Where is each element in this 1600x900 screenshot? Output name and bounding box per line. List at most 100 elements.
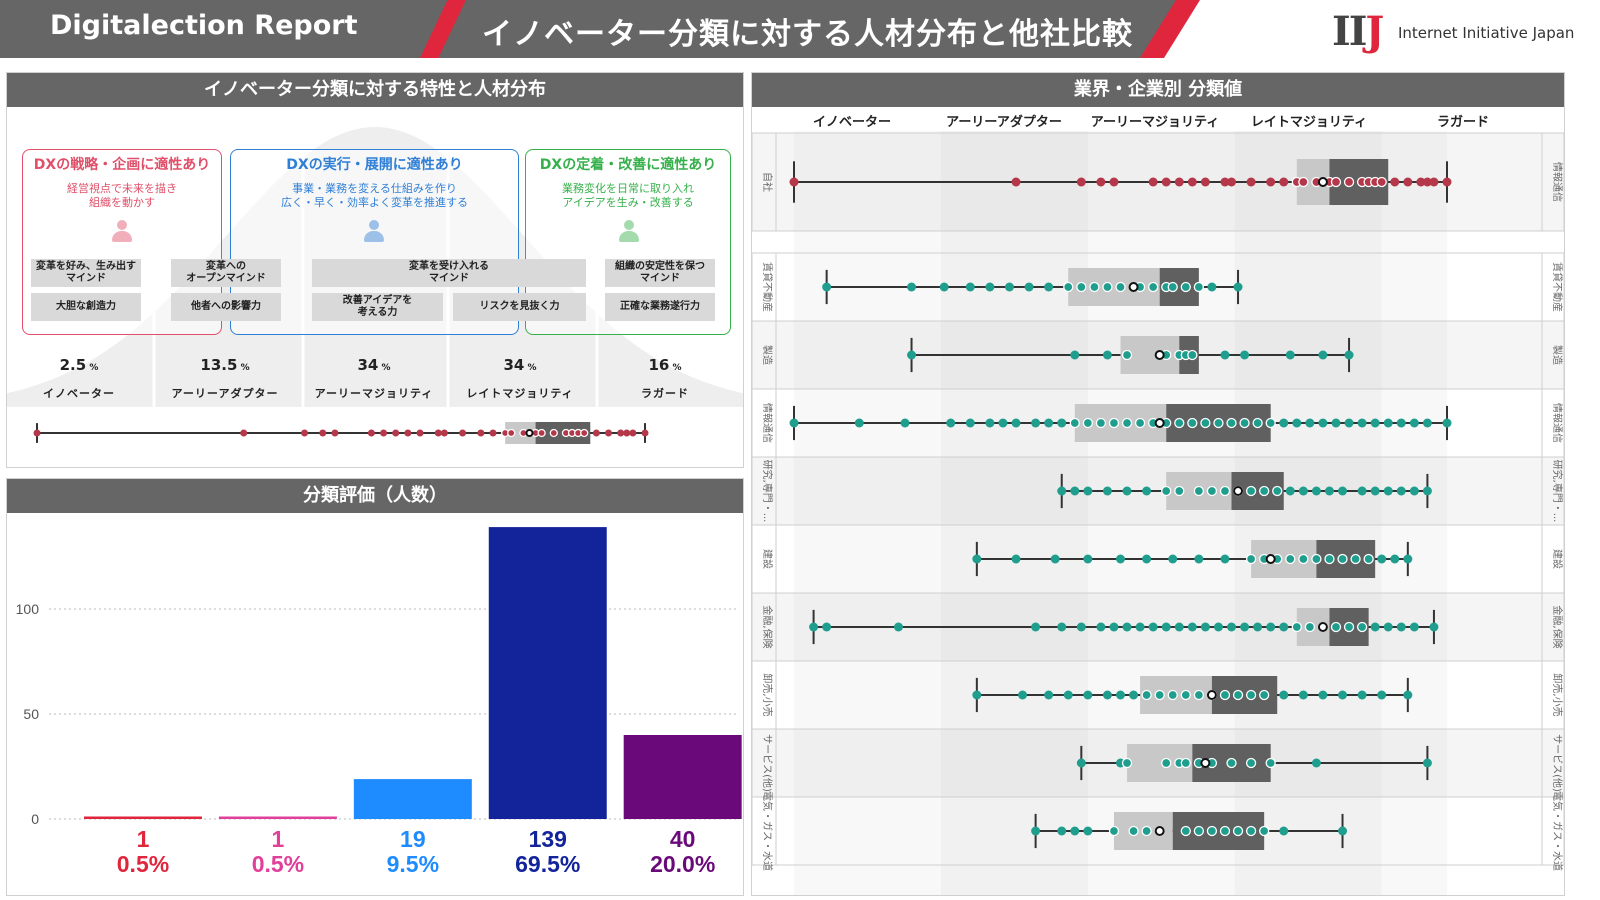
data-point	[1291, 621, 1302, 633]
row-label-left: サービス(他)	[761, 734, 774, 792]
data-point	[985, 418, 995, 428]
data-point	[1331, 418, 1341, 428]
percent-unit: %	[672, 363, 682, 373]
data-point	[1246, 177, 1256, 187]
data-point	[1245, 689, 1257, 701]
data-point	[416, 429, 424, 437]
data-point	[1141, 689, 1152, 701]
data-point	[1083, 690, 1093, 700]
data-point	[1403, 554, 1413, 564]
data-point	[1200, 177, 1210, 187]
data-point	[1044, 282, 1054, 292]
card-execution-title: DXの実行・展開に適性あり	[286, 157, 463, 173]
bar-percent-label: 69.5%	[515, 851, 580, 877]
bar	[353, 779, 472, 819]
category-early-adopter: アーリーアダプター	[171, 387, 279, 400]
data-point	[1356, 621, 1368, 633]
data-point	[1154, 689, 1165, 701]
percent-value: 34	[503, 356, 525, 374]
data-point	[1044, 690, 1054, 700]
category-late-majority: レイトマジョリティ	[466, 387, 574, 400]
percent-value: 13.5	[200, 356, 238, 374]
data-point	[1298, 176, 1309, 188]
data-point	[1089, 281, 1100, 293]
data-point	[1148, 177, 1158, 187]
data-point	[1311, 758, 1321, 768]
data-point	[1135, 622, 1145, 632]
data-point	[1266, 177, 1276, 187]
data-point	[1147, 281, 1159, 293]
data-point	[1142, 486, 1152, 496]
data-point	[1161, 485, 1172, 497]
data-point	[1396, 418, 1406, 428]
data-point	[1070, 350, 1080, 360]
data-point	[1265, 757, 1276, 769]
bar-percent-label: 0.5%	[252, 851, 304, 877]
data-point	[1220, 350, 1230, 360]
data-point	[1324, 486, 1334, 496]
percent-unit: %	[381, 363, 391, 373]
category-laggard: ラガード	[641, 387, 689, 400]
data-point	[893, 622, 903, 632]
percent-laggard: 16 %	[605, 356, 725, 374]
data-point	[1285, 350, 1295, 360]
data-point	[1180, 757, 1191, 769]
data-point	[1357, 690, 1367, 700]
data-point	[1442, 177, 1452, 187]
row-label-right: 製造	[1551, 345, 1564, 365]
data-point	[1272, 485, 1283, 497]
data-point	[1031, 418, 1041, 428]
data-point	[1193, 689, 1205, 701]
data-point	[617, 429, 625, 437]
data-point	[1390, 554, 1400, 564]
percent-value: 34	[357, 356, 379, 374]
row-label-left: 情報通信	[761, 403, 774, 443]
row-label-right: 情報通信	[1551, 162, 1564, 202]
mean-marker	[1317, 177, 1328, 187]
row-label-right: 賃貸不動産	[1551, 262, 1564, 312]
data-point	[1129, 690, 1139, 700]
data-point	[1142, 554, 1152, 564]
data-point	[1370, 486, 1380, 496]
report-brand: Digitalection Report	[50, 10, 358, 41]
percent-late-majority: 34 %	[460, 356, 580, 374]
trait-chip: 変革を好み、生み出す マインド	[31, 259, 141, 287]
top-header: Digitalection Report イノベーター分類に対する人材分布と他社…	[0, 0, 1600, 58]
data-point	[1174, 485, 1185, 497]
data-point	[1187, 177, 1197, 187]
data-point	[1174, 417, 1185, 429]
data-point	[1429, 622, 1439, 632]
data-point	[1330, 176, 1342, 188]
row-label-left: 電気・ガス・水道	[761, 791, 774, 871]
bar-count-label: 139	[529, 826, 567, 852]
data-point	[1311, 553, 1322, 565]
data-point	[1122, 486, 1132, 496]
data-point	[1429, 177, 1439, 187]
row-label-right: 電気・ガス・水道	[1551, 791, 1564, 871]
data-point	[1011, 177, 1021, 187]
data-point	[1069, 417, 1080, 429]
mean-marker	[1317, 622, 1328, 632]
bar-count-label: 19	[400, 826, 426, 852]
column-early-majority: アーリーマジョリティ	[1090, 115, 1220, 130]
data-point	[1259, 485, 1270, 497]
data-point	[1403, 177, 1413, 187]
trait-chip: 改善アイデアを 考える力	[312, 293, 443, 321]
data-point	[1285, 486, 1295, 496]
data-point	[1115, 281, 1126, 293]
column-early-adopter: アーリーアダプター	[946, 115, 1062, 130]
card-improvement-desc: 業務変化を日常に取り入れ アイデアを生み・改善する	[562, 182, 694, 209]
column-innovator: イノベーター	[812, 115, 891, 130]
data-point	[1044, 418, 1054, 428]
data-point	[1206, 825, 1218, 837]
trait-chip: 変革への オープンマインド	[171, 259, 281, 287]
data-point	[1266, 622, 1276, 632]
data-point	[1121, 757, 1133, 769]
data-point	[1298, 553, 1309, 565]
data-point	[1011, 418, 1021, 428]
bar-count-label: 1	[137, 826, 150, 852]
data-point	[1207, 282, 1217, 292]
row-label-right: サービス(他)	[1551, 734, 1564, 792]
person-icon	[111, 220, 133, 244]
data-point	[1232, 689, 1244, 701]
